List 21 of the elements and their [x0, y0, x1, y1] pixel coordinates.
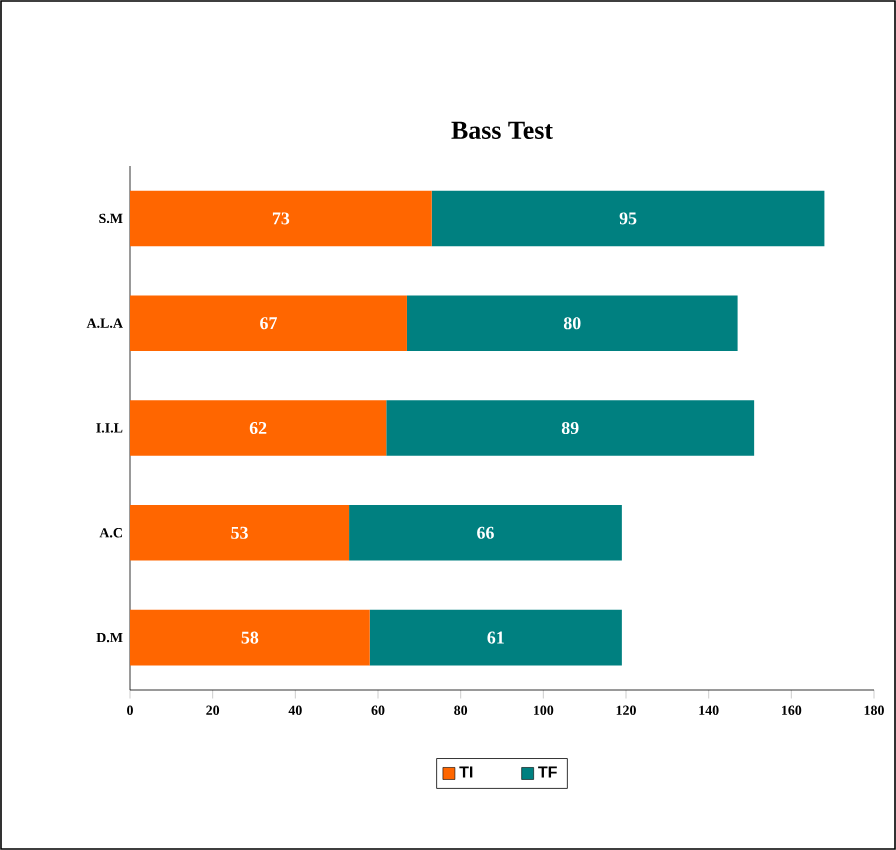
- bar: [130, 505, 350, 561]
- data-label: 58: [241, 631, 259, 644]
- bar: [130, 190, 432, 247]
- data-label: 61: [487, 631, 504, 644]
- bar: [349, 505, 622, 561]
- data-label: 53: [231, 526, 248, 539]
- bar: [130, 295, 407, 351]
- data-label: 89: [561, 421, 579, 435]
- bar: [431, 190, 825, 247]
- bar: [369, 609, 622, 666]
- data-label: 95: [619, 212, 637, 225]
- chart-title: Bass Test: [451, 121, 553, 140]
- data-label: 62: [249, 421, 267, 435]
- data-label: 80: [563, 317, 581, 330]
- bar: [130, 400, 387, 456]
- data-label: 73: [272, 212, 290, 225]
- bar: [406, 295, 738, 351]
- data-label: 66: [477, 526, 494, 539]
- bar: [130, 609, 370, 666]
- data-label: 67: [260, 317, 277, 330]
- bar: [386, 400, 755, 456]
